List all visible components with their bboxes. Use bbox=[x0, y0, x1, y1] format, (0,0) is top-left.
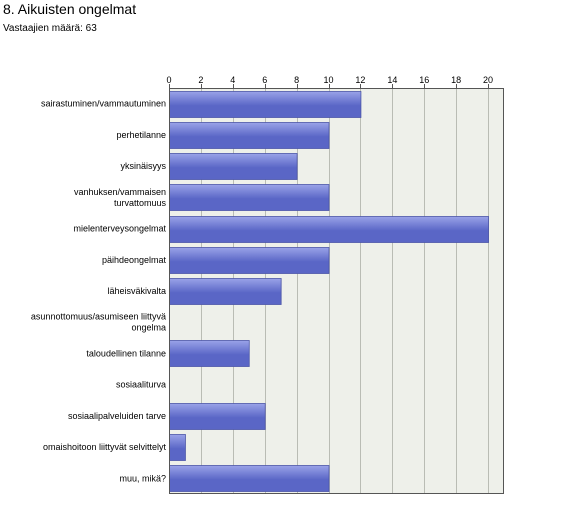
x-tick-label: 16 bbox=[419, 75, 429, 85]
category-label-line: taloudellinen tilanne bbox=[86, 348, 166, 358]
x-axis-ticks: 0 2 4 6 8 10 12 14 16 18 20 bbox=[166, 75, 493, 85]
category-label: taloudellinen tilanne bbox=[86, 348, 166, 358]
bar bbox=[169, 153, 298, 180]
category-label-line: sosiaaliturva bbox=[116, 380, 166, 390]
bar bbox=[169, 91, 362, 118]
category-label-line: läheisväkivalta bbox=[107, 286, 166, 296]
bar bbox=[169, 216, 489, 243]
bars bbox=[169, 91, 489, 492]
page-title: 8. Aikuisten ongelmat bbox=[3, 1, 137, 17]
category-labels: sairastuminen/vammautuminen perhetilanne y… bbox=[31, 99, 167, 484]
category-label-line: asunnottomuus/asumiseen liittyvä bbox=[31, 312, 166, 322]
category-label-line: perhetilanne bbox=[116, 130, 166, 140]
category-label-line: yksinäisyys bbox=[120, 161, 166, 171]
plot-frame bbox=[169, 88, 504, 494]
category-label: asunnottomuus/asumiseen liittyvä ongelma bbox=[31, 312, 166, 333]
category-label: sosiaaliturva bbox=[116, 380, 166, 390]
category-label: päihdeongelmat bbox=[102, 255, 167, 265]
x-tick-label: 8 bbox=[294, 75, 299, 85]
bar bbox=[169, 247, 330, 274]
bar bbox=[169, 465, 330, 492]
category-label-line: omaishoitoon liittyvät selvittelyt bbox=[43, 442, 167, 452]
category-label: muu, mikä? bbox=[119, 473, 166, 483]
category-label: yksinäisyys bbox=[120, 161, 166, 171]
category-label-line: mielenterveysongelmat bbox=[73, 224, 166, 234]
bar bbox=[169, 403, 266, 430]
bar bbox=[169, 184, 330, 211]
x-tick-label: 10 bbox=[324, 75, 334, 85]
category-label: sairastuminen/vammautuminen bbox=[41, 99, 166, 109]
bar bbox=[169, 434, 186, 461]
category-label: läheisväkivalta bbox=[107, 286, 166, 296]
category-label-line: päihdeongelmat bbox=[102, 255, 167, 265]
category-label: omaishoitoon liittyvät selvittelyt bbox=[43, 442, 167, 452]
category-label: vanhuksen/vammaisen turvattomuus bbox=[74, 187, 167, 208]
x-tick-label: 4 bbox=[230, 75, 235, 85]
category-label-line: sosiaalipalveluiden tarve bbox=[68, 411, 166, 421]
bar bbox=[169, 122, 330, 149]
x-tick-label: 14 bbox=[387, 75, 397, 85]
category-label: sosiaalipalveluiden tarve bbox=[68, 411, 166, 421]
x-tick-label: 12 bbox=[355, 75, 365, 85]
category-label-line: sairastuminen/vammautuminen bbox=[41, 99, 166, 109]
x-tick-label: 6 bbox=[262, 75, 267, 85]
x-tick-label: 18 bbox=[451, 75, 461, 85]
x-tick-label: 2 bbox=[198, 75, 203, 85]
category-label: perhetilanne bbox=[116, 130, 166, 140]
category-label-line: muu, mikä? bbox=[119, 473, 166, 483]
bar bbox=[169, 278, 282, 305]
category-label: mielenterveysongelmat bbox=[73, 224, 166, 234]
respondent-count: Vastaajien määrä: 63 bbox=[3, 23, 97, 34]
category-label-line: vanhuksen/vammaisen bbox=[74, 187, 166, 197]
x-tick-label: 0 bbox=[166, 75, 171, 85]
bar bbox=[169, 340, 250, 367]
x-tick-label: 20 bbox=[483, 75, 493, 85]
category-label-line: ongelma bbox=[131, 323, 166, 333]
category-label-line: turvattomuus bbox=[114, 198, 167, 208]
